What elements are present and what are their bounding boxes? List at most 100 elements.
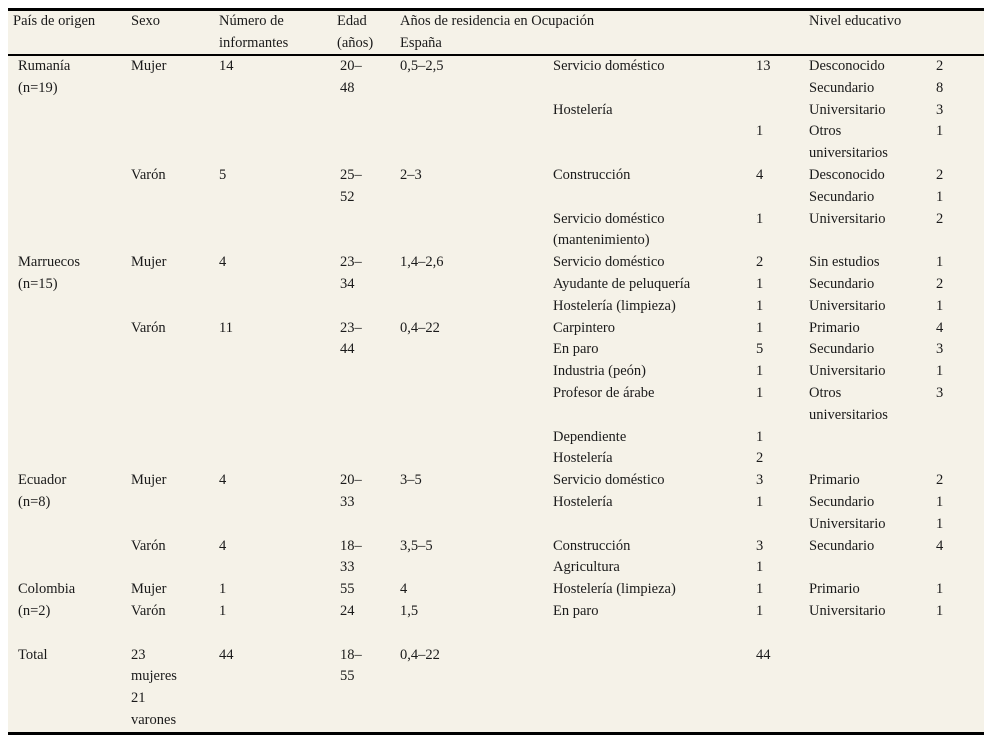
cell: 20– <box>340 58 362 74</box>
cell <box>131 100 219 122</box>
cell <box>337 143 400 165</box>
table-row: (n=8) 33 Hostelería 1 Secundario 1 <box>8 492 984 514</box>
cell <box>8 666 131 688</box>
cell: (n=8) <box>18 493 51 510</box>
header-cell: España <box>400 34 442 51</box>
cell <box>400 121 514 143</box>
cell <box>219 209 337 231</box>
cell <box>337 383 400 405</box>
cell: Servicio doméstico <box>553 210 665 227</box>
header-cell: Nivel educativo <box>809 13 902 29</box>
cell: Universitario <box>809 363 886 380</box>
cell: 1 <box>756 363 764 380</box>
cell: Servicio doméstico <box>553 472 665 489</box>
cell: (n=2) <box>18 602 51 619</box>
header-cell <box>809 33 936 56</box>
cell <box>400 361 514 383</box>
cell <box>337 100 400 122</box>
cell <box>8 427 131 449</box>
cell: 3 <box>936 101 944 118</box>
cell <box>400 688 514 710</box>
cell: Mujer <box>131 58 167 74</box>
cell: Varón <box>131 537 166 554</box>
cell: Primario <box>809 472 860 489</box>
cell <box>219 361 337 383</box>
cell <box>400 557 514 579</box>
header-row: informantes (años) España <box>8 33 984 56</box>
cell: 0,5–2,5 <box>400 58 444 74</box>
cell <box>219 514 337 536</box>
cell <box>514 187 750 209</box>
cell: Construcción <box>553 537 631 554</box>
table-row: 52 Secundario 1 <box>8 187 984 209</box>
cell: Hostelería <box>553 450 613 467</box>
cell <box>337 688 400 710</box>
cell: 1 <box>936 602 944 619</box>
cell: 4 <box>936 537 944 554</box>
cell <box>337 514 400 536</box>
cell: 1 <box>936 515 944 532</box>
cell <box>400 514 514 536</box>
cell: 1 <box>756 602 764 619</box>
cell <box>219 230 337 252</box>
cell <box>400 230 514 252</box>
cell <box>219 557 337 579</box>
header-label-ocupacion: Ocupación <box>531 13 595 29</box>
cell <box>400 296 514 318</box>
cell <box>131 623 219 645</box>
header-cell: Años de residencia en Ocupación <box>400 10 750 33</box>
cell: Universitario <box>809 101 886 118</box>
cell: 33 <box>340 559 355 576</box>
table-row <box>8 623 984 645</box>
cell <box>8 318 131 340</box>
header-cell <box>514 33 750 56</box>
cell <box>514 78 750 100</box>
cell <box>337 121 400 143</box>
cell <box>809 688 936 710</box>
cell <box>936 230 984 252</box>
table-row: Rumanía Mujer 14 20– 0,5–2,5 Servicio domésti… <box>8 55 984 78</box>
cell <box>337 230 400 252</box>
cell <box>219 187 337 209</box>
cell: Hostelería (limpieza) <box>553 297 676 314</box>
informants-table: País de origen Sexo Número de Edad Años de r… <box>8 8 985 735</box>
table-row: Hostelería Universitario 3 <box>8 100 984 122</box>
cell <box>809 427 936 449</box>
table-row: Dependiente 1 <box>8 427 984 449</box>
cell <box>400 274 514 296</box>
cell: 1 <box>936 581 944 598</box>
cell <box>219 100 337 122</box>
cell: 4 <box>400 581 408 598</box>
cell <box>131 405 219 427</box>
cell: Otros <box>809 123 842 140</box>
cell <box>8 557 131 579</box>
header-label-residencia: Años de residencia en <box>400 13 528 29</box>
cell: 55 <box>340 581 355 598</box>
cell: 1 <box>936 123 944 140</box>
cell: 1 <box>756 123 764 140</box>
cell <box>514 645 750 667</box>
table-row: Industria (peón) 1 Universitario 1 <box>8 361 984 383</box>
cell <box>400 78 514 100</box>
cell <box>131 514 219 536</box>
table-row: 21 <box>8 688 984 710</box>
table-row: Colombia Mujer 1 55 4 Hostelería (limpieza) 1 P… <box>8 579 984 601</box>
cell <box>750 623 809 645</box>
cell <box>219 492 337 514</box>
cell: (n=19) <box>18 79 58 96</box>
cell: 18– <box>340 537 362 554</box>
cell: 14 <box>219 58 234 74</box>
cell <box>131 209 219 231</box>
cell <box>936 666 984 688</box>
cell <box>131 121 219 143</box>
table-row: Ecuador Mujer 4 20– 3–5 Servicio doméstico 3 Pr… <box>8 470 984 492</box>
cell <box>337 623 400 645</box>
header-cell <box>936 10 984 33</box>
cell <box>219 383 337 405</box>
cell <box>219 427 337 449</box>
cell: 4 <box>936 319 944 336</box>
cell: En paro <box>553 602 599 619</box>
cell <box>219 78 337 100</box>
table-row: Hostelería (limpieza) 1 Universitario 1 <box>8 296 984 318</box>
table-row: (mantenimiento) <box>8 230 984 252</box>
